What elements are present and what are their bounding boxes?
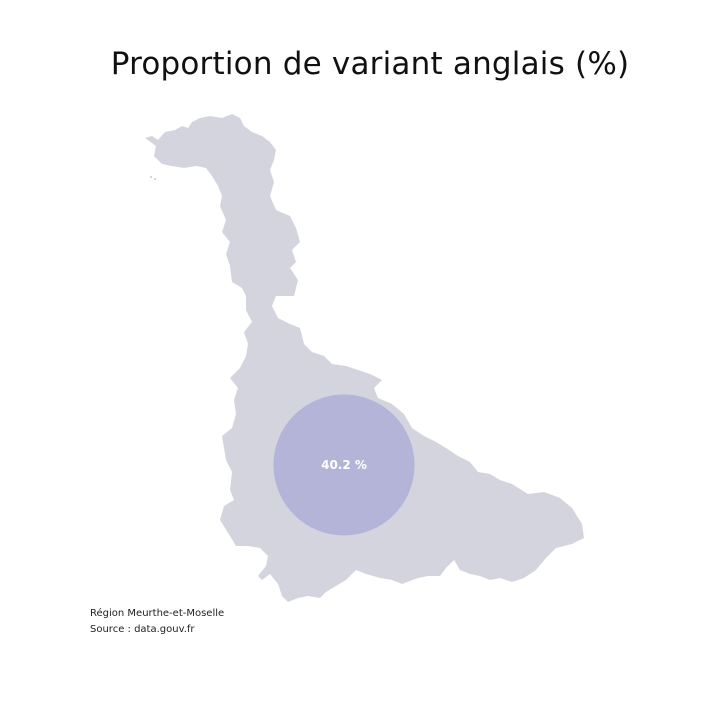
region-meurthe-et-moselle bbox=[145, 114, 584, 602]
islet-2 bbox=[154, 178, 156, 180]
islet-1 bbox=[150, 176, 152, 178]
map-footer: Région Meurthe-et-Moselle Source : data.… bbox=[90, 606, 224, 638]
map-title: Proportion de variant anglais (%) bbox=[110, 46, 630, 82]
value-bubble bbox=[273, 394, 415, 536]
footer-source: Source : data.gouv.fr bbox=[90, 624, 195, 635]
footer-region: Région Meurthe-et-Moselle bbox=[90, 608, 225, 619]
bubble-value-label: 40.2 % bbox=[321, 458, 367, 472]
